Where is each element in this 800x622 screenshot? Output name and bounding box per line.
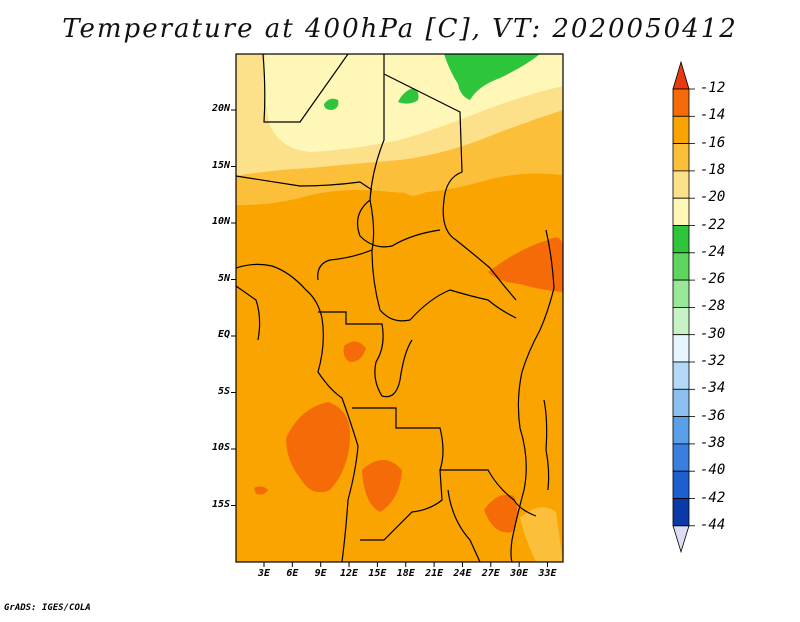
colorbar-level-label: -38: [700, 434, 726, 451]
lat-label: 15N: [211, 159, 230, 171]
colorbar-level-label: -34: [700, 380, 726, 397]
border-central-2: [371, 249, 517, 322]
borders: [236, 54, 555, 562]
field-patch-yellow-se: [520, 507, 563, 562]
border-central-1: [357, 199, 441, 248]
lat-label: 10S: [211, 442, 230, 453]
coastline-west: [236, 263, 359, 562]
colorbar-level-label: -14: [700, 107, 726, 124]
credit-text: GrADS: IGES/COLA: [4, 603, 91, 613]
colorbar-swatch: [672, 170, 690, 199]
field-patch-green-ne: [444, 54, 540, 100]
lon-label: 24E: [453, 568, 472, 579]
map-title: Temperature at 400hPa [C], VT: 202005041…: [62, 14, 738, 44]
border-zambia: [440, 469, 537, 517]
lon-label: 33E: [538, 568, 557, 579]
border-congo: [318, 311, 413, 398]
lon-label: 15E: [368, 568, 387, 579]
field-patch-green-west: [324, 98, 339, 110]
colorbar-level-label: -44: [700, 516, 726, 533]
colorbar-swatch: [672, 334, 690, 363]
field-patch-yellow-2: [398, 176, 436, 196]
field-patch-red-center: [343, 341, 366, 362]
field-patch-red-south: [362, 460, 402, 512]
border-gulf: [236, 285, 261, 341]
field-patch-yellow-1: [257, 183, 290, 202]
colorbar-level-label: -22: [700, 216, 726, 233]
lakes-border-east: [510, 229, 555, 562]
colorbar-swatch: [672, 388, 690, 417]
border-north-1: [262, 54, 349, 123]
field-patch-green-mid: [398, 88, 419, 104]
colorbar-level-label: -30: [700, 325, 726, 342]
colorbar-swatch: [672, 416, 690, 445]
colorbar-level-label: -20: [700, 189, 726, 206]
latitude-ticks: [231, 109, 236, 506]
colorbar-swatch: [672, 279, 690, 308]
lat-label: 10N: [211, 216, 230, 227]
colorbar: [672, 60, 695, 554]
lat-label: 15S: [211, 498, 230, 510]
colorbar-swatch: [672, 252, 690, 281]
colorbar-level-label: -24: [700, 243, 726, 260]
lon-label: 9E: [314, 568, 327, 579]
border-lake-malawi: [543, 399, 550, 491]
lon-label: 21E: [425, 568, 444, 579]
colorbar-swatch: [672, 143, 690, 172]
lon-label: 18E: [396, 568, 415, 579]
colorbar-bottom-arrow: [672, 525, 690, 554]
border-sahel: [236, 175, 373, 191]
colorbar-level-label: -18: [700, 161, 726, 178]
lon-label: 12E: [340, 568, 359, 579]
lat-label: EQ: [217, 329, 230, 340]
colorbar-top-arrow: [672, 60, 690, 90]
field-patch-red-sw: [286, 402, 351, 493]
colorbar-swatch: [672, 225, 690, 254]
colorbar-swatch: [672, 361, 690, 390]
colorbar-level-label: -36: [700, 407, 726, 424]
lon-label: 30E: [510, 568, 529, 579]
colorbar-swatch: [672, 443, 690, 472]
colorbar-swatch: [672, 470, 690, 499]
field-patch-red-small: [254, 486, 268, 495]
lon-label: 3E: [257, 568, 271, 579]
colorbar-level-label: -42: [700, 489, 726, 506]
border-south: [447, 489, 481, 562]
longitude-ticks: [263, 562, 548, 567]
colorbar-level-label: -16: [700, 134, 726, 151]
lat-label: 5N: [217, 272, 230, 284]
colorbar-swatch: [672, 197, 690, 226]
colorbar-level-label: -40: [700, 462, 726, 479]
lon-label: 6E: [286, 568, 299, 579]
field-patch-red-ne: [488, 237, 563, 292]
border-north-2: [317, 54, 385, 281]
colorbar-swatch: [672, 115, 690, 145]
colorbar-level-label: -12: [700, 80, 726, 96]
temperature-field: [236, 54, 563, 562]
colorbar-level-label: -28: [700, 298, 726, 315]
colorbar-level-label: -32: [700, 353, 726, 369]
colorbar-swatch: [672, 88, 690, 117]
lat-label: 20N: [211, 103, 230, 114]
border-east-1: [383, 73, 517, 301]
colorbar-level-label: -26: [700, 271, 726, 288]
field-patch-red-se: [484, 494, 518, 533]
colorbar-swatch: [672, 498, 690, 527]
colorbar-swatch: [672, 306, 690, 336]
lon-label: 27E: [481, 568, 500, 579]
map-frame: [235, 53, 564, 563]
lat-label: 5S: [217, 385, 230, 397]
